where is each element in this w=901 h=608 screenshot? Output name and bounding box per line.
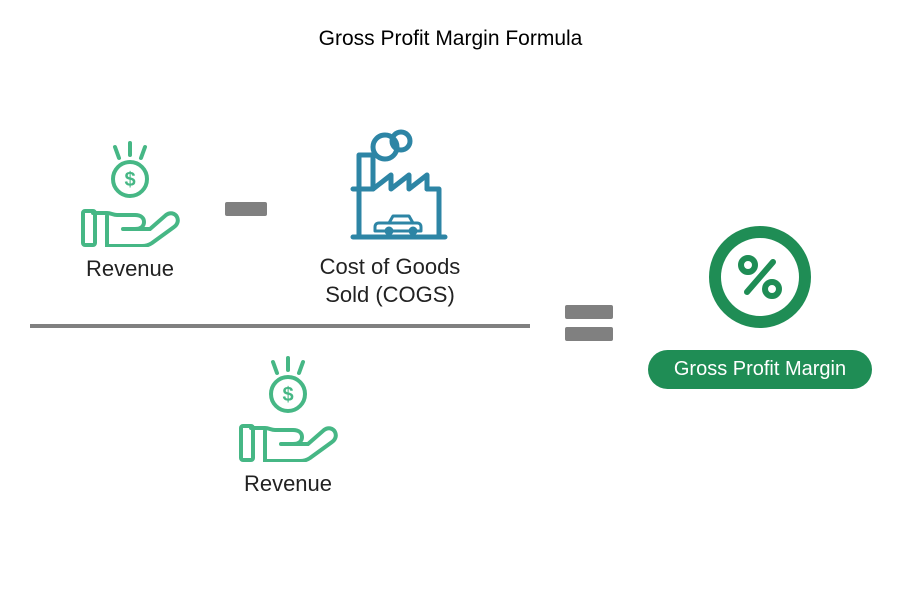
fraction-line	[30, 324, 530, 328]
numerator-revenue: $ Revenue	[60, 137, 200, 283]
revenue-hand-dollar-icon: $	[75, 137, 185, 247]
svg-text:$: $	[124, 169, 135, 191]
numerator-cogs: Cost of Goods Sold (COGS)	[295, 127, 485, 308]
equals-operator	[565, 297, 613, 349]
formula-diagram: $ Revenue	[0, 117, 901, 587]
result-block: Gross Profit Margin	[640, 222, 880, 389]
denominator-revenue: $ Revenue	[218, 352, 358, 498]
factory-icon	[325, 127, 455, 245]
percent-circle-icon	[705, 222, 815, 332]
denominator-revenue-label: Revenue	[218, 470, 358, 498]
numerator-cogs-label: Cost of Goods Sold (COGS)	[295, 253, 485, 308]
result-label-pill: Gross Profit Margin	[648, 350, 872, 389]
page-title: Gross Profit Margin Formula	[0, 27, 901, 51]
revenue-hand-dollar-icon: $	[233, 352, 343, 462]
minus-operator	[225, 202, 267, 216]
svg-text:$: $	[282, 384, 293, 406]
numerator-revenue-label: Revenue	[60, 255, 200, 283]
